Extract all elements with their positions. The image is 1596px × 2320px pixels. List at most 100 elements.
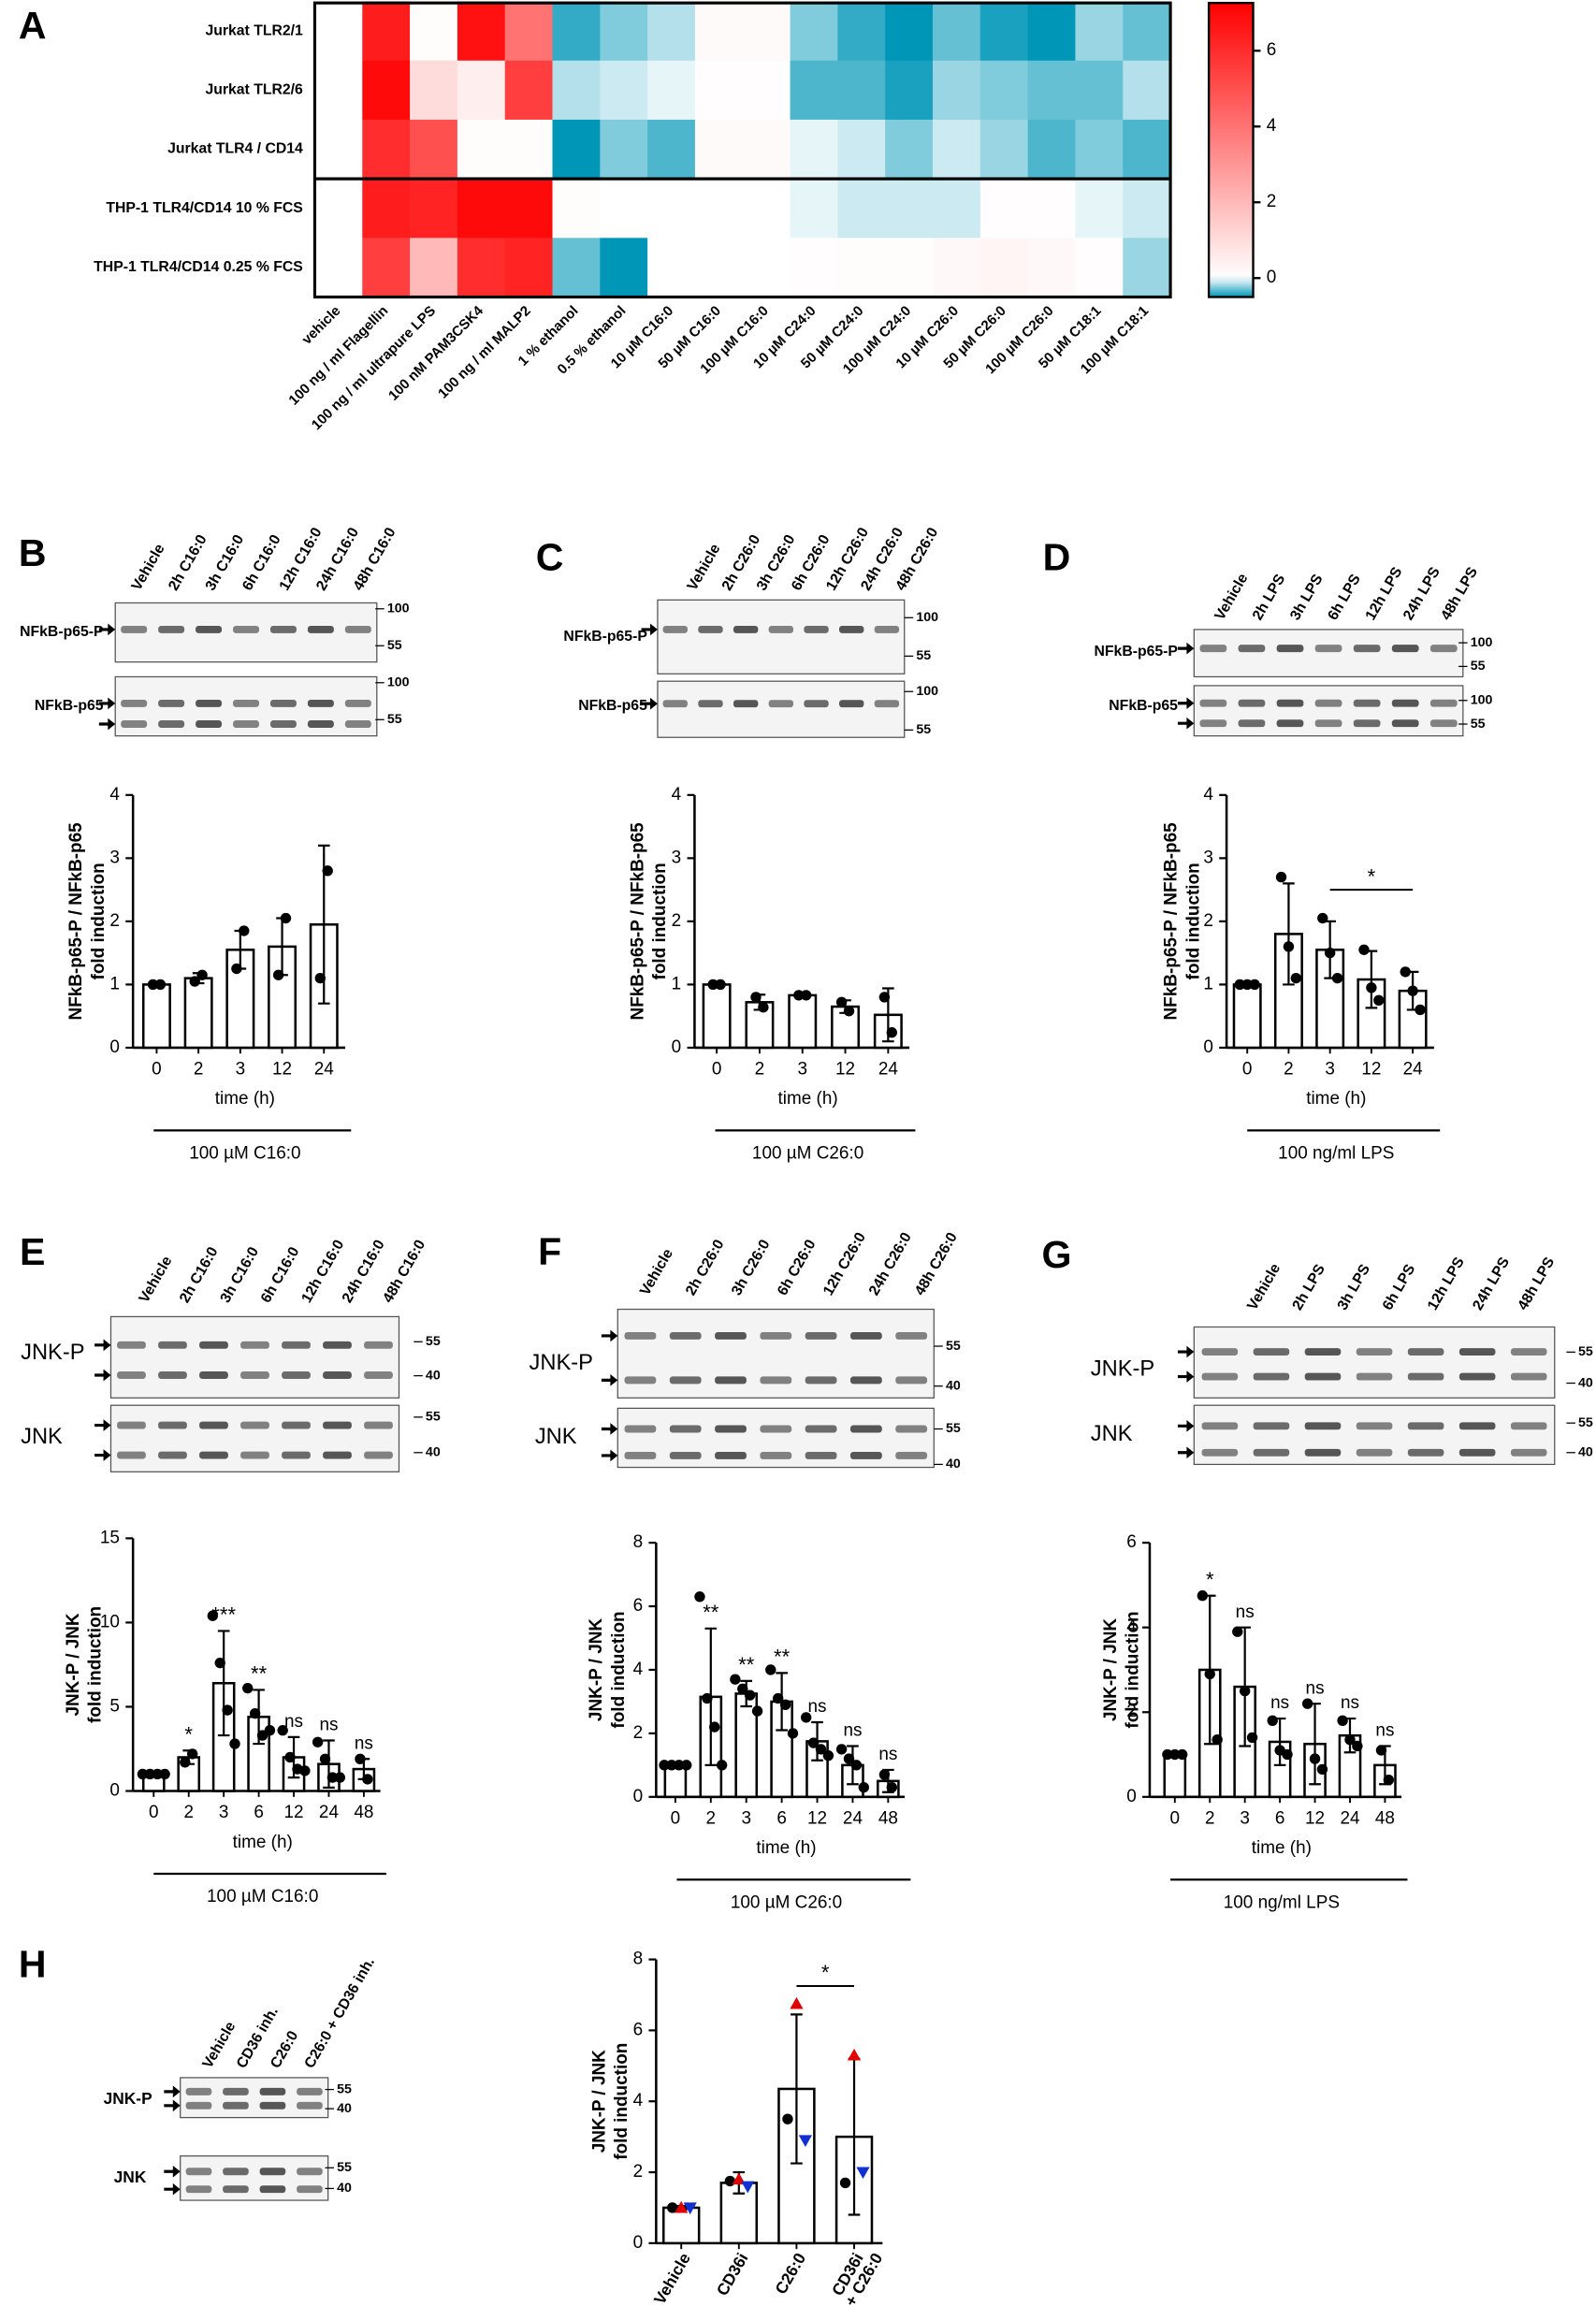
blot-band — [121, 720, 148, 728]
panel-label: D — [1043, 536, 1071, 579]
data-point — [886, 1781, 897, 1793]
lane-label: Vehicle — [129, 542, 168, 594]
blot-band — [849, 1376, 882, 1385]
data-point — [159, 1768, 170, 1780]
panel-label: C — [536, 536, 564, 579]
blot-membrane — [1193, 629, 1464, 678]
blot-membrane — [1193, 685, 1464, 737]
bar — [1232, 983, 1262, 1050]
data-point — [878, 992, 891, 1003]
blot-band — [1253, 1422, 1290, 1430]
data-point — [1204, 1668, 1215, 1680]
blot-band — [768, 700, 794, 708]
data-point — [716, 1760, 728, 1771]
colorbar-tick-label: 2 — [1267, 192, 1277, 211]
significance: * — [821, 1961, 830, 1984]
heatmap-cell — [1027, 60, 1077, 121]
heatmap-cell — [1075, 60, 1124, 121]
data-point — [858, 1781, 869, 1793]
heatmap-cell — [694, 1, 744, 62]
heatmap-cell — [362, 1, 411, 62]
heatmap-cell — [600, 119, 648, 180]
band-arrow — [1177, 1420, 1195, 1432]
blot-band — [1429, 699, 1458, 707]
y-tick-label: 1 — [1203, 974, 1213, 993]
x-tick-label: 24 — [319, 1803, 339, 1822]
band-arrow — [98, 718, 116, 731]
heatmap-cell — [1027, 1, 1077, 62]
x-tick-label: 3 — [797, 1060, 807, 1080]
significance: * — [184, 1722, 193, 1746]
blot-band — [223, 2087, 249, 2095]
mw-marker: 100 — [916, 684, 938, 699]
y-tick-label: 8 — [633, 1950, 644, 1969]
x-tick-label: 24 — [878, 1060, 898, 1080]
blot-band — [1356, 1422, 1393, 1430]
data-point — [667, 2202, 678, 2213]
band-arrow — [94, 1449, 111, 1461]
x-tick-label: 3 — [1240, 1809, 1250, 1829]
blot-band — [1253, 1348, 1290, 1356]
x-tick-label: 0 — [712, 1060, 722, 1080]
row-label: NFkB-p65 — [35, 698, 104, 714]
mw-marker: 55 — [916, 648, 931, 663]
data-point — [1415, 1004, 1426, 1016]
blot-band — [1314, 699, 1342, 707]
band-arrow — [601, 1449, 618, 1462]
band-arrow — [641, 697, 658, 710]
data-point — [280, 912, 292, 924]
y-axis-title: NFkB-p65-P / NFkB-p65 — [66, 822, 86, 1020]
data-point — [750, 992, 762, 1003]
band-arrow — [601, 1329, 618, 1342]
lane-label: 12h C26:0 — [820, 1230, 869, 1298]
data-point — [835, 996, 848, 1008]
data-point — [312, 1736, 324, 1747]
blot-membrane — [109, 1315, 400, 1399]
data-point — [779, 1699, 791, 1711]
panel-label: E — [20, 1230, 45, 1273]
data-point — [1407, 985, 1418, 996]
blot-band — [1199, 645, 1227, 653]
data-point — [666, 1760, 677, 1771]
data-point — [180, 1757, 191, 1768]
data-point — [1373, 994, 1385, 1006]
lane-label: 3h C16:0 — [217, 1244, 262, 1306]
blot-band — [121, 699, 148, 707]
significance: ns — [1375, 1721, 1394, 1741]
mw-marker: 100 — [387, 675, 410, 690]
row-label: Jurkat TLR2/6 — [205, 82, 303, 98]
blot-band — [1353, 699, 1381, 707]
blot-band — [282, 1341, 311, 1349]
data-point — [1400, 966, 1411, 978]
data-point — [1352, 1740, 1363, 1752]
lane-label: 2h C26:0 — [683, 1237, 728, 1298]
x-tick-label: 12 — [283, 1803, 303, 1822]
heatmap-cell — [742, 60, 791, 121]
blot-band — [895, 1425, 928, 1433]
blot-band — [223, 2168, 249, 2176]
bar — [831, 1005, 861, 1050]
band-arrow — [1177, 697, 1195, 710]
row-label: NFkB-p65-P — [563, 629, 646, 645]
blot-band — [282, 1451, 311, 1459]
blot-band — [185, 2087, 212, 2095]
data-point — [314, 972, 326, 984]
data-point — [878, 1769, 891, 1780]
y-tick-label: 2 — [633, 1723, 644, 1743]
mw-marker: 100 — [916, 610, 938, 625]
blot-band — [223, 2101, 249, 2110]
heatmap-cell — [837, 60, 886, 121]
data-point — [709, 1721, 720, 1733]
data-point — [765, 1664, 776, 1675]
data-point — [798, 2135, 813, 2148]
data-point — [144, 1768, 156, 1780]
heatmap-cell — [694, 179, 744, 239]
data-point — [1283, 941, 1295, 952]
data-point — [694, 1591, 705, 1602]
significance: ** — [738, 1653, 755, 1676]
band-arrow — [94, 1419, 111, 1431]
data-point — [1177, 1748, 1188, 1761]
colorbar-tick-label: 0 — [1267, 268, 1277, 287]
mw-marker: 40 — [337, 2101, 352, 2116]
lane-label: 48h C16:0 — [380, 1237, 428, 1305]
